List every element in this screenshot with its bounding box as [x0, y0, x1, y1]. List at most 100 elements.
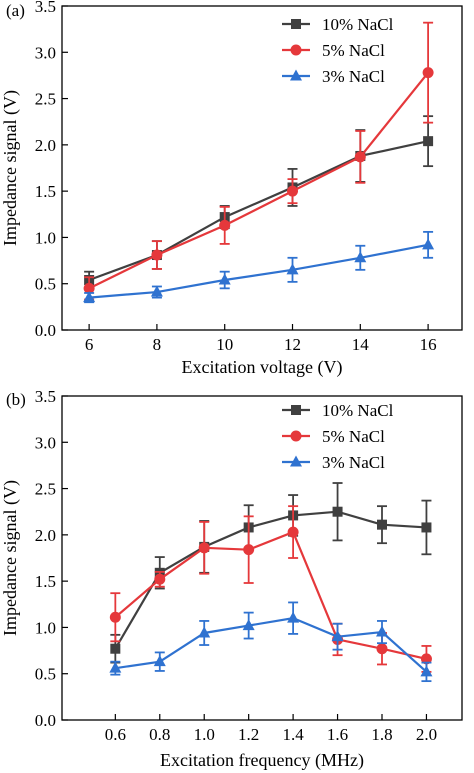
data-point [331, 630, 344, 642]
legend-label: 10% NaCl [322, 15, 394, 34]
series-line [88, 140, 429, 282]
y-tick-label: 0.0 [35, 711, 56, 730]
panel-label: (b) [6, 390, 26, 409]
chart-panel-b: 0.6 0.8 1.0 1.2 1.4 1.6 1.8 2.0 0.0 0.5 1.0 1.5 2.0 2… [0, 387, 463, 771]
y-tick-label: 3.5 [35, 387, 56, 406]
panel-label: (a) [6, 1, 25, 20]
legend-marker [291, 405, 301, 415]
x-axis-label: Excitation frequency (MHz) [160, 750, 364, 771]
x-tick-label: 10 [216, 335, 233, 354]
data-point [422, 67, 434, 79]
y-axis-label: Impedance signal (V) [0, 90, 21, 246]
legend-item: 3% NaCl [282, 453, 385, 472]
legend-item: 3% NaCl [282, 67, 385, 86]
x-tick-label: 2.0 [416, 725, 437, 744]
data-point [377, 519, 387, 530]
y-tick-label: 1.0 [35, 618, 56, 637]
data-point [110, 643, 121, 654]
legend-item: 5% NaCl [282, 427, 385, 446]
data-point [421, 522, 432, 533]
series-line [114, 510, 427, 650]
x-tick-label: 1.6 [327, 725, 348, 744]
data-point [83, 282, 95, 294]
data-point [286, 263, 299, 275]
x-tick-label: 1.8 [371, 725, 392, 744]
x-tick-label: 0.6 [105, 725, 126, 744]
chart-panel-a: 6 8 10 12 14 16 0.0 0.5 1.0 1.5 2.0 2.5 3.0 3.5 Excita… [0, 0, 463, 378]
data-point [420, 653, 432, 665]
series-line [115, 617, 428, 673]
data-point [420, 665, 433, 677]
data-point [376, 643, 388, 655]
series-line [89, 243, 429, 299]
y-tick-label: 0.5 [35, 665, 56, 684]
x-axis-label: Excitation voltage (V) [182, 357, 343, 378]
data-point [287, 611, 300, 623]
data-point [198, 542, 210, 554]
y-tick-label: 2.5 [35, 480, 56, 499]
data-point [354, 251, 367, 263]
series-3-nacl [109, 601, 433, 683]
legend-item: 10% NaCl [282, 15, 394, 34]
series-3-nacl [83, 230, 435, 304]
y-axis-label: Impedance signal (V) [0, 480, 21, 636]
x-tick-label: 1.4 [282, 725, 304, 744]
data-point [376, 625, 388, 637]
data-point [422, 238, 435, 250]
y-tick-label: 1.5 [35, 182, 56, 201]
legend-item: 5% NaCl [282, 41, 385, 60]
plot-frame [61, 395, 463, 721]
legend-label: 3% NaCl [322, 67, 385, 86]
data-point [150, 285, 163, 297]
legend-marker [290, 69, 302, 81]
legend-label: 5% NaCl [322, 41, 385, 60]
legend-marker [290, 455, 302, 467]
x-tick-label: 6 [85, 335, 94, 354]
data-point [287, 526, 299, 538]
data-point [242, 619, 255, 631]
data-point [198, 626, 211, 638]
series-line [114, 530, 427, 660]
legend-marker [290, 44, 302, 56]
legend-label: 10% NaCl [322, 401, 394, 420]
data-point [109, 661, 122, 673]
x-tick-label: 12 [284, 335, 301, 354]
y-tick-label: 3.0 [35, 433, 56, 452]
y-tick-label: 2.0 [35, 526, 56, 545]
y-tick-label: 2.0 [35, 136, 56, 155]
series-line [88, 71, 429, 290]
legend-marker [291, 19, 301, 29]
data-point [151, 249, 163, 261]
plot-frame [61, 5, 463, 331]
data-point [354, 151, 366, 163]
y-tick-label: 2.5 [35, 90, 56, 109]
series-5-nacl [83, 21, 434, 301]
data-point [243, 544, 255, 556]
data-point [153, 655, 166, 667]
legend-label: 3% NaCl [322, 453, 385, 472]
y-tick-label: 3.0 [35, 43, 56, 62]
y-tick-label: 1.0 [35, 228, 56, 247]
x-tick-label: 16 [420, 335, 437, 354]
data-point [154, 573, 166, 585]
data-point [332, 506, 343, 517]
data-point [287, 185, 299, 197]
legend-item: 10% NaCl [282, 401, 394, 420]
legend-label: 5% NaCl [322, 427, 385, 446]
data-point [219, 219, 231, 231]
x-tick-label: 0.8 [149, 725, 170, 744]
data-point [218, 273, 231, 285]
y-tick-label: 0.0 [35, 321, 56, 340]
data-point [83, 291, 96, 303]
y-tick-label: 1.5 [35, 572, 56, 591]
y-tick-label: 0.5 [35, 275, 56, 294]
data-point [109, 611, 121, 623]
x-tick-label: 1.0 [194, 725, 215, 744]
x-tick-label: 14 [352, 335, 370, 354]
series-10-nacl [84, 115, 434, 290]
data-point [423, 136, 434, 147]
x-tick-label: 1.2 [238, 725, 259, 744]
y-tick-label: 3.5 [35, 0, 56, 16]
x-tick-label: 8 [153, 335, 162, 354]
